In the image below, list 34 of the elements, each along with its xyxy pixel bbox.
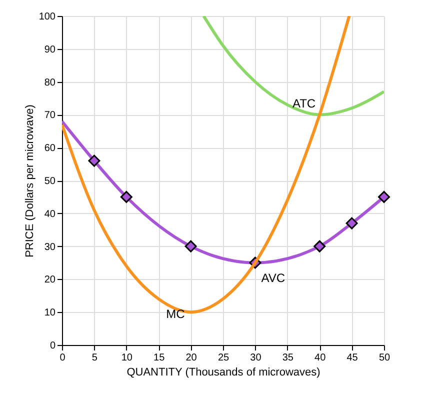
x-tick-label: 0: [60, 352, 66, 364]
series-label: AVC: [261, 270, 286, 285]
x-tick-label: 25: [218, 352, 230, 364]
x-tick-label: 10: [121, 352, 133, 364]
x-tick-label: 45: [346, 352, 358, 364]
y-tick-label: 100: [38, 12, 56, 22]
y-axis-title: PRICE (Dollars per microwave): [24, 104, 36, 258]
y-tick-label: 80: [44, 77, 56, 88]
x-tick-label: 15: [154, 352, 166, 364]
y-tick-label: 10: [44, 308, 56, 319]
x-tick-label: 35: [282, 352, 294, 364]
point: [346, 217, 358, 230]
point: [314, 240, 326, 252]
y-tick-label: 0: [50, 340, 56, 352]
series-label: MC: [166, 307, 186, 322]
x-tick-label: 20: [186, 352, 198, 364]
x-tick-label: 30: [250, 352, 262, 364]
y-tick-label: 30: [44, 242, 56, 253]
y-tick-label: 20: [44, 274, 56, 286]
y-tick-label: 70: [44, 110, 56, 122]
y-tick-label: 90: [44, 44, 56, 56]
x-tick-label: 5: [92, 352, 98, 364]
point: [184, 240, 197, 252]
point: [120, 190, 132, 203]
y-tick-label: 40: [44, 208, 56, 220]
y-tick-label: 50: [44, 176, 56, 187]
point: [378, 190, 390, 203]
point: [88, 154, 100, 167]
series-label: ATC: [292, 96, 316, 111]
line-series: [202, 16, 384, 116]
x-tick-label: 50: [378, 352, 390, 364]
x-tick-label: 40: [314, 352, 326, 364]
y-tick-label: 60: [44, 143, 56, 154]
x-axis-title: QUANTITY (Thousands of microwaves): [126, 366, 320, 378]
